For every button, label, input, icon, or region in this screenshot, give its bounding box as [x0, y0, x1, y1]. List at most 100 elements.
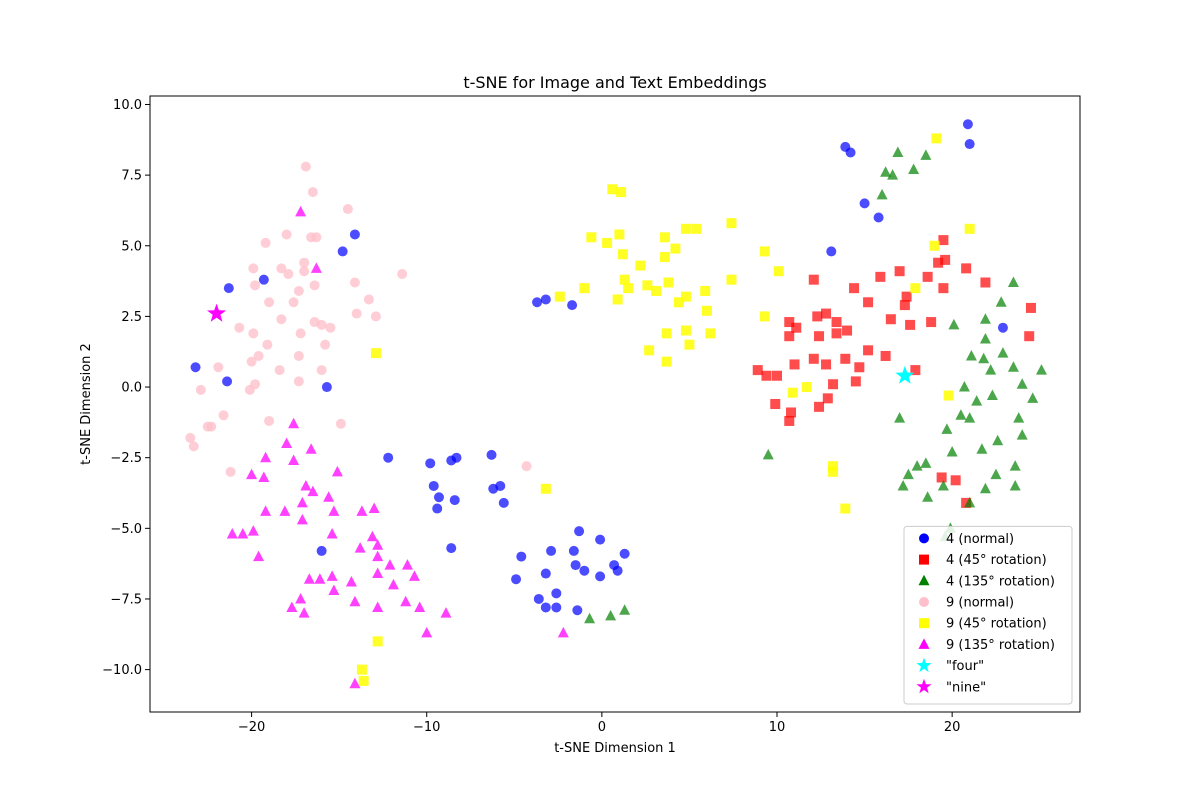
data-point — [784, 415, 795, 426]
data-point — [328, 505, 340, 516]
data-point — [288, 417, 300, 429]
data-point — [887, 169, 899, 180]
data-point — [586, 232, 597, 243]
y-tick-label: 2.5 — [121, 310, 142, 325]
legend-marker — [918, 574, 930, 586]
data-point — [642, 280, 653, 291]
data-point — [1016, 378, 1028, 389]
data-point — [933, 257, 944, 268]
data-point — [1035, 364, 1047, 375]
data-point — [372, 567, 384, 579]
legend-item: 4 (135° rotation) — [918, 574, 1055, 589]
data-point — [840, 353, 851, 364]
data-point — [673, 297, 684, 308]
data-point — [368, 502, 380, 514]
data-point — [964, 139, 975, 150]
data-point — [605, 609, 617, 621]
data-point — [498, 497, 509, 508]
data-point — [195, 384, 206, 395]
data-point — [408, 570, 420, 581]
data-point — [533, 593, 544, 604]
data-point — [248, 263, 259, 274]
data-point — [940, 254, 951, 265]
data-point — [421, 626, 433, 638]
y-tick-label: 0.0 — [121, 381, 142, 396]
data-point — [349, 595, 361, 607]
data-point — [342, 204, 353, 215]
data-point — [551, 602, 562, 613]
series-6 — [895, 365, 915, 384]
data-point — [880, 166, 892, 177]
data-point — [976, 443, 988, 454]
x-axis-ticks: −20 −10 0 10 20 — [238, 712, 960, 735]
legend-marker — [916, 657, 932, 673]
data-point — [616, 187, 627, 198]
legend-label: "four" — [946, 659, 984, 674]
data-point — [770, 399, 781, 409]
data-point — [842, 325, 853, 336]
data-point — [384, 559, 396, 570]
data-point — [446, 543, 457, 554]
data-point — [521, 461, 532, 472]
data-point — [623, 283, 634, 294]
data-point — [321, 382, 332, 393]
data-point — [295, 205, 307, 217]
data-point — [684, 339, 695, 350]
data-point — [986, 389, 998, 401]
data-point — [579, 565, 590, 576]
data-point — [607, 184, 618, 195]
data-point — [619, 548, 630, 559]
data-point — [845, 147, 856, 158]
legend-marker — [919, 533, 929, 544]
data-point — [260, 237, 271, 248]
legend-marker — [919, 618, 929, 629]
data-point — [700, 285, 711, 296]
data-point — [619, 604, 631, 615]
data-point — [789, 359, 800, 370]
data-point — [213, 362, 224, 373]
data-point — [293, 285, 304, 296]
data-point — [644, 345, 655, 356]
data-point — [300, 479, 312, 491]
data-point — [1009, 479, 1021, 491]
data-point — [612, 565, 623, 576]
series-5 — [226, 205, 569, 689]
data-point — [831, 328, 842, 339]
data-point — [349, 229, 360, 240]
data-point — [908, 163, 920, 174]
data-point — [328, 584, 340, 595]
data-point — [828, 379, 839, 390]
data-point — [602, 237, 613, 248]
data-point — [617, 249, 628, 260]
data-point — [964, 412, 976, 423]
x-tick-label: −10 — [413, 720, 440, 735]
data-point — [449, 495, 460, 506]
data-point — [784, 331, 795, 342]
data-point — [540, 568, 551, 579]
data-point — [920, 457, 932, 468]
data-point — [349, 277, 360, 288]
data-point — [310, 262, 322, 273]
y-tick-label: −7.5 — [110, 592, 142, 607]
legend-item: 9 (normal) — [919, 596, 1014, 611]
data-point — [814, 401, 825, 412]
data-point — [258, 471, 270, 482]
data-point — [288, 454, 300, 466]
data-point — [661, 328, 672, 339]
data-point — [258, 274, 269, 285]
data-point — [680, 325, 691, 336]
data-point — [635, 260, 646, 271]
data-point — [326, 570, 338, 581]
legend-item: 9 (45° rotation) — [919, 617, 1047, 632]
data-point — [281, 229, 292, 240]
legend: 4 (normal) 4 (45° rotation) 4 (135° rotati… — [903, 525, 1073, 705]
data-point — [387, 578, 399, 590]
data-point — [964, 223, 975, 234]
data-point — [440, 607, 452, 618]
data-point — [295, 592, 307, 604]
data-point — [1007, 361, 1019, 372]
legend-marker — [918, 638, 930, 649]
data-point — [349, 677, 361, 689]
data-point — [1007, 276, 1019, 287]
data-point — [910, 365, 921, 376]
